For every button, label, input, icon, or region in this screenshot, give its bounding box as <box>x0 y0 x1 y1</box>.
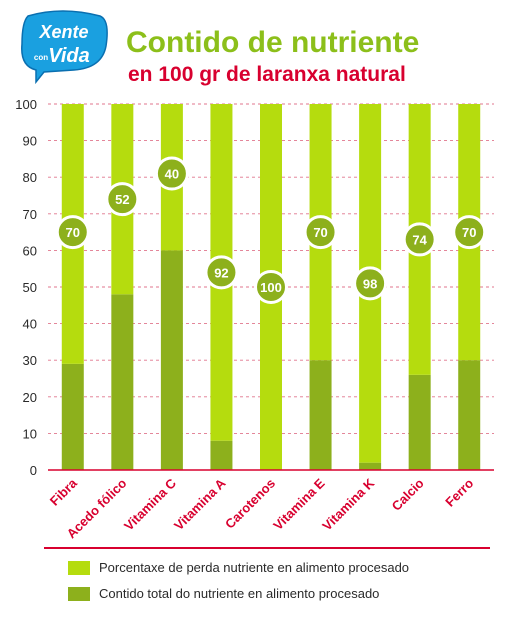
x-tick-label: Vitamina C <box>121 475 179 533</box>
value-label: 40 <box>165 167 179 182</box>
value-label: 52 <box>115 192 129 207</box>
chart-subtitle: en 100 gr de laranxa natural <box>128 63 406 86</box>
legend-item-total: Contido total do nutriente en alimento p… <box>68 586 379 601</box>
value-badge <box>154 156 189 191</box>
legend-item-loss: Porcentaxe de perda nutriente en aliment… <box>68 560 409 575</box>
y-tick-label: 90 <box>23 134 37 149</box>
value-badge <box>402 222 437 257</box>
bar-total <box>160 250 183 470</box>
legend-swatch-loss <box>68 560 90 575</box>
logo-small: con <box>34 53 48 62</box>
bar-total <box>359 462 382 470</box>
y-tick-label: 70 <box>23 207 37 222</box>
chart-title: Contido de nutriente <box>126 26 420 59</box>
value-label: 98 <box>363 276 377 291</box>
x-tick-label: Vitamina A <box>171 475 229 533</box>
legend-swatch-total <box>68 586 90 601</box>
value-label: 100 <box>260 280 282 295</box>
y-tick-label: 80 <box>23 170 37 185</box>
legend-label-total: Contido total do nutriente en alimento p… <box>99 586 380 601</box>
legend-divider <box>44 547 490 549</box>
y-tick-label: 10 <box>23 426 37 441</box>
logo-line1: Xente <box>38 22 88 42</box>
value-badge <box>452 215 487 250</box>
bar-total <box>408 374 431 470</box>
x-tick-label: Vitamina E <box>270 475 328 533</box>
value-badge <box>55 215 90 250</box>
value-badge <box>353 266 388 301</box>
value-label: 70 <box>313 225 327 240</box>
y-tick-label: 0 <box>30 463 37 478</box>
value-badge <box>254 270 288 304</box>
value-label: 92 <box>214 265 228 280</box>
value-label: 74 <box>412 232 427 247</box>
value-label: 70 <box>66 225 80 240</box>
x-tick-label: Fibra <box>47 475 81 509</box>
logo-xente-con-vida: Xente con Vida <box>21 10 108 84</box>
logo-line2: Vida <box>48 45 90 67</box>
y-tick-label: 40 <box>23 317 37 332</box>
value-badge <box>303 215 338 250</box>
y-tick-label: 20 <box>23 390 37 405</box>
y-tick-label: 60 <box>23 243 37 258</box>
bar-total <box>210 440 233 470</box>
bar-total <box>309 360 332 470</box>
bar-total <box>111 294 134 470</box>
y-tick-label: 50 <box>23 280 37 295</box>
value-badge <box>204 255 239 290</box>
x-tick-label: Calcio <box>389 475 427 513</box>
y-tick-label: 30 <box>23 353 37 368</box>
x-tick-label: Vitamina K <box>319 475 377 533</box>
value-label: 70 <box>462 225 476 240</box>
bar-total <box>61 363 84 470</box>
y-tick-label: 100 <box>15 97 37 112</box>
legend-label-loss: Porcentaxe de perda nutriente en aliment… <box>99 560 410 575</box>
bar-total <box>458 360 481 470</box>
value-badge <box>105 182 140 217</box>
x-tick-label: Ferro <box>442 475 476 509</box>
